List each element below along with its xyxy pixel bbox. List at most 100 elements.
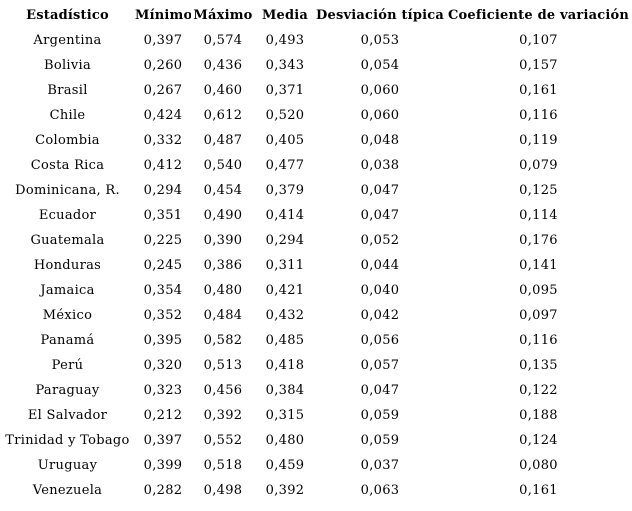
minimo-cell: 0,352	[143, 308, 183, 323]
desviacion-cell: 0,040	[360, 283, 400, 298]
table-row: Bolivia 0,260 0,436 0,343 0,054 0,157	[0, 53, 632, 78]
desviacion-cell: 0,059	[360, 433, 400, 448]
minimo-cell: 0,225	[143, 233, 183, 248]
coeficiente-cell: 0,119	[519, 133, 558, 148]
table-row: Honduras 0,245 0,386 0,311 0,044 0,141	[0, 253, 632, 278]
maximo-cell: 0,513	[203, 358, 243, 373]
country-cell: Venezuela	[32, 483, 103, 498]
minimo-cell: 0,212	[143, 408, 183, 423]
media-cell: 0,432	[265, 308, 305, 323]
country-cell: Trinidad y Tobago	[5, 433, 130, 448]
table-row: Venezuela 0,282 0,498 0,392 0,063 0,161	[0, 478, 632, 503]
minimo-cell: 0,323	[143, 383, 183, 398]
coeficiente-cell: 0,135	[519, 358, 558, 373]
media-cell: 0,343	[265, 58, 305, 73]
table-body: Argentina 0,397 0,574 0,493 0,053 0,107 …	[0, 28, 632, 503]
column-header-desviacion-tipica: Desviación típica	[316, 8, 444, 23]
maximo-cell: 0,392	[203, 408, 243, 423]
table-row: Brasil 0,267 0,460 0,371 0,060 0,161	[0, 78, 632, 103]
minimo-cell: 0,354	[143, 283, 183, 298]
desviacion-cell: 0,059	[360, 408, 400, 423]
desviacion-cell: 0,042	[360, 308, 400, 323]
country-cell: El Salvador	[27, 408, 108, 423]
maximo-cell: 0,460	[203, 83, 243, 98]
maximo-cell: 0,436	[203, 58, 243, 73]
desviacion-cell: 0,060	[360, 108, 400, 123]
country-cell: Panamá	[40, 333, 95, 348]
table-row: Panamá 0,395 0,582 0,485 0,056 0,116	[0, 328, 632, 353]
minimo-cell: 0,351	[143, 208, 183, 223]
table-row: Costa Rica 0,412 0,540 0,477 0,038 0,079	[0, 153, 632, 178]
country-cell: Bolivia	[43, 58, 92, 73]
media-cell: 0,414	[265, 208, 305, 223]
maximo-cell: 0,487	[203, 133, 243, 148]
country-cell: Uruguay	[37, 458, 98, 473]
minimo-cell: 0,260	[143, 58, 183, 73]
media-cell: 0,459	[265, 458, 305, 473]
coeficiente-cell: 0,080	[519, 458, 558, 473]
minimo-cell: 0,245	[143, 258, 183, 273]
desviacion-cell: 0,063	[360, 483, 400, 498]
minimo-cell: 0,399	[143, 458, 183, 473]
maximo-cell: 0,490	[203, 208, 243, 223]
country-cell: Guatemala	[30, 233, 105, 248]
country-cell: Ecuador	[38, 208, 97, 223]
country-cell: Perú	[51, 358, 84, 373]
maximo-cell: 0,454	[203, 183, 243, 198]
minimo-cell: 0,412	[143, 158, 183, 173]
column-header-media: Media	[261, 8, 309, 23]
media-cell: 0,311	[265, 258, 305, 273]
minimo-cell: 0,294	[143, 183, 183, 198]
country-cell: Colombia	[35, 133, 100, 148]
media-cell: 0,392	[265, 483, 305, 498]
table-row: Jamaica 0,354 0,480 0,421 0,040 0,095	[0, 278, 632, 303]
header-row: Estadístico Mínimo Máximo Media Desviaci…	[0, 3, 632, 28]
column-header-minimo: Mínimo	[135, 8, 191, 23]
coeficiente-cell: 0,176	[519, 233, 558, 248]
coeficiente-cell: 0,107	[519, 33, 558, 48]
table-row: Chile 0,424 0,612 0,520 0,060 0,116	[0, 103, 632, 128]
coeficiente-cell: 0,097	[519, 308, 558, 323]
table-row: Colombia 0,332 0,487 0,405 0,048 0,119	[0, 128, 632, 153]
desviacion-cell: 0,047	[360, 383, 400, 398]
minimo-cell: 0,267	[143, 83, 183, 98]
desviacion-cell: 0,048	[360, 133, 400, 148]
table-row: Uruguay 0,399 0,518 0,459 0,037 0,080	[0, 453, 632, 478]
maximo-cell: 0,574	[203, 33, 243, 48]
column-header-estadistico: Estadístico	[26, 8, 109, 23]
table-row: Dominicana, R. 0,294 0,454 0,379 0,047 0…	[0, 178, 632, 203]
column-header-maximo: Máximo	[193, 8, 253, 23]
coeficiente-cell: 0,114	[519, 208, 558, 223]
coeficiente-cell: 0,161	[519, 483, 558, 498]
media-cell: 0,493	[265, 33, 305, 48]
country-cell: Jamaica	[40, 283, 95, 298]
country-cell: Dominicana, R.	[15, 183, 120, 198]
desviacion-cell: 0,044	[360, 258, 400, 273]
table-row: Guatemala 0,225 0,390 0,294 0,052 0,176	[0, 228, 632, 253]
country-cell: Argentina	[33, 33, 102, 48]
coeficiente-cell: 0,157	[519, 58, 558, 73]
coeficiente-cell: 0,079	[519, 158, 558, 173]
desviacion-cell: 0,047	[360, 183, 400, 198]
media-cell: 0,477	[265, 158, 305, 173]
maximo-cell: 0,480	[203, 283, 243, 298]
media-cell: 0,480	[265, 433, 305, 448]
column-header-coeficiente-variacion: Coeficiente de variación	[447, 8, 630, 23]
media-cell: 0,371	[265, 83, 305, 98]
maximo-cell: 0,456	[203, 383, 243, 398]
table-row: Ecuador 0,351 0,490 0,414 0,047 0,114	[0, 203, 632, 228]
media-cell: 0,315	[265, 408, 305, 423]
coeficiente-cell: 0,116	[519, 333, 558, 348]
maximo-cell: 0,390	[203, 233, 243, 248]
media-cell: 0,405	[265, 133, 305, 148]
coeficiente-cell: 0,141	[519, 258, 558, 273]
table-row: El Salvador 0,212 0,392 0,315 0,059 0,18…	[0, 403, 632, 428]
media-cell: 0,294	[265, 233, 305, 248]
country-cell: México	[42, 308, 93, 323]
maximo-cell: 0,498	[203, 483, 243, 498]
maximo-cell: 0,540	[203, 158, 243, 173]
statistics-table: Estadístico Mínimo Máximo Media Desviaci…	[0, 3, 632, 503]
minimo-cell: 0,282	[143, 483, 183, 498]
coeficiente-cell: 0,124	[519, 433, 558, 448]
desviacion-cell: 0,038	[360, 158, 400, 173]
